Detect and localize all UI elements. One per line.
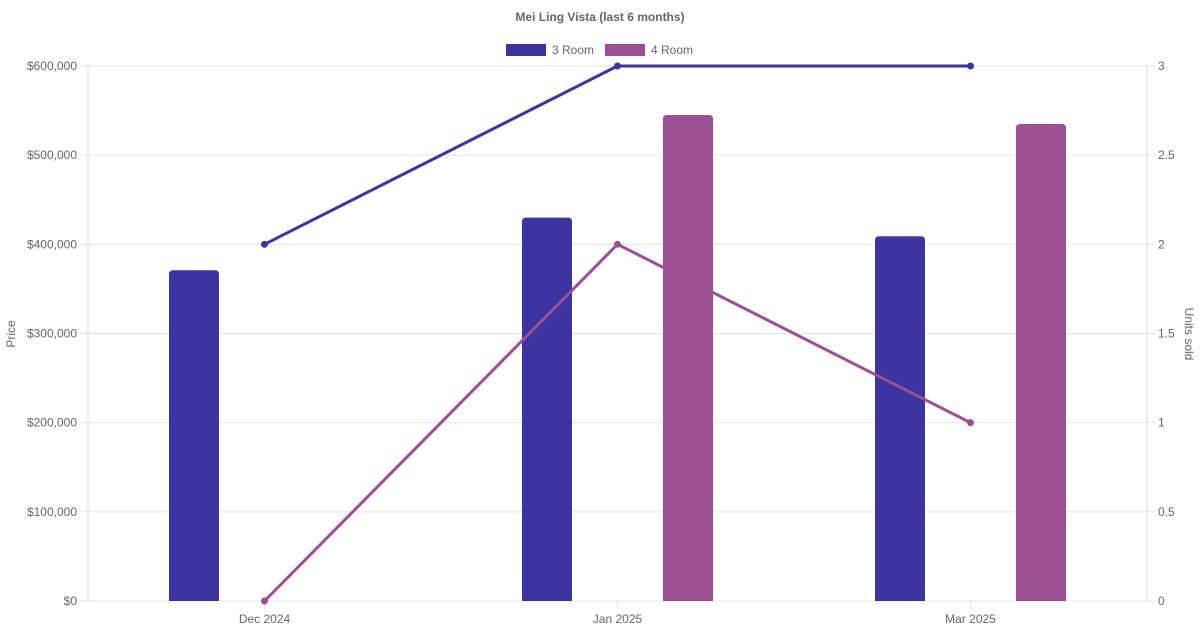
right-tick-label: 2.5 [1158,148,1175,162]
x-tick-label: Jan 2025 [593,612,643,626]
x-axis: Dec 2024 Jan 2025 Mar 2025 [239,601,996,626]
legend-swatch-4-room [605,44,645,56]
left-axis-title: Price [4,320,18,348]
point-3-room [261,240,268,248]
point-4-room [261,597,268,605]
bar-3-room [169,270,219,601]
bar-4-room [663,115,713,602]
legend-swatch-3-room [506,44,546,56]
left-axis: $0 $100,000 $200,000 $300,000 $400,000 $500,0… [27,59,89,608]
legend: 3 Room 4 Room [506,43,693,57]
legend-item-4-room[interactable]: 4 Room [605,43,693,57]
right-tick-label: 0.5 [1158,505,1175,519]
legend-label-4-room: 4 Room [651,43,693,57]
right-tick-label: 0 [1158,594,1165,608]
left-tick-label: $100,000 [27,505,77,519]
chart-title: Mei Ling Vista (last 6 months) [515,10,684,24]
point-3-room [614,62,621,70]
x-tick-label: Mar 2025 [945,612,996,626]
right-tick-label: 1 [1158,416,1165,430]
left-tick-label: $400,000 [27,237,77,251]
left-tick-label: $500,000 [27,148,77,162]
bar-3-room [875,236,925,601]
lines [261,62,974,605]
gridlines [80,65,1147,602]
point-4-room [614,240,621,248]
left-tick-label: $300,000 [27,327,77,341]
legend-item-3-room[interactable]: 3 Room [506,43,594,57]
left-tick-label: $600,000 [27,59,77,73]
bar-4-room [1016,123,1066,601]
bar-3-room [522,217,572,602]
left-tick-label: $200,000 [27,416,77,430]
bars [169,115,1066,602]
right-tick-label: 2 [1158,237,1165,251]
x-tick-label: Dec 2024 [239,612,291,626]
left-tick-label: $0 [64,594,78,608]
legend-label-3-room: 3 Room [552,43,594,57]
point-3-room [967,62,974,70]
right-axis-title: Units sold [1182,308,1196,361]
right-tick-label: 3 [1158,59,1165,73]
right-tick-label: 1.5 [1158,327,1175,341]
point-4-room [967,419,974,427]
right-axis: 0 0.5 1 1.5 2 2.5 3 [1146,59,1175,608]
